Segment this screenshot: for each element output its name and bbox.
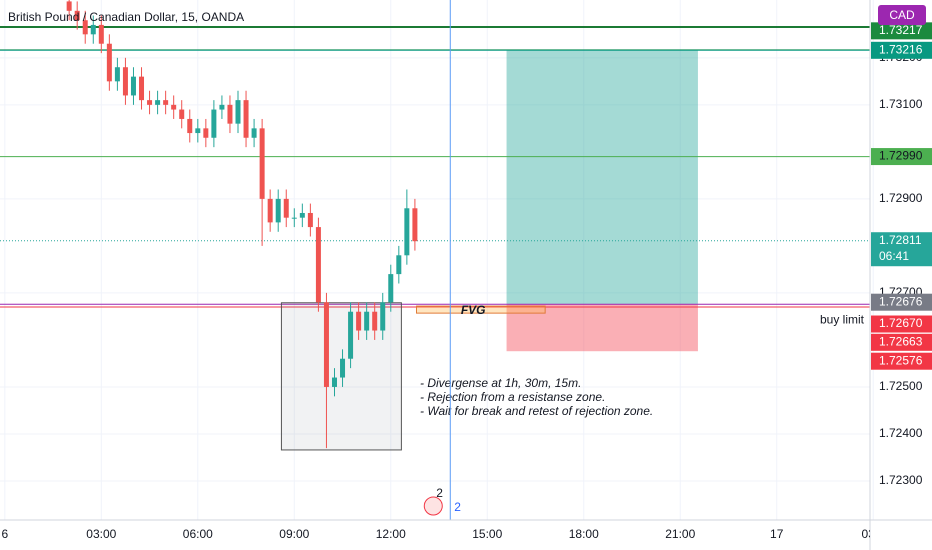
candle-body — [364, 311, 370, 331]
y-tick-label: 1.72900 — [879, 191, 923, 205]
candle-body — [106, 43, 112, 82]
marks: FVG - Divergense at 1h, 30m, 15m.- Reject… — [0, 0, 870, 520]
candle-body — [98, 24, 104, 44]
price-tag — [871, 41, 932, 59]
x-tick-label: 15:00 — [472, 527, 502, 541]
candle-body — [74, 10, 80, 21]
x-tick-label: 09:00 — [279, 527, 309, 541]
candle-body — [404, 208, 410, 256]
candle-body — [275, 198, 281, 223]
x-tick-label: 06:00 — [183, 527, 213, 541]
candle-body — [114, 67, 120, 82]
price-tag-label: 1.72811 — [879, 233, 922, 247]
price-tag — [871, 148, 932, 166]
candle-body — [291, 217, 297, 219]
y-tick-label: 1.72500 — [879, 379, 923, 393]
candle-body — [139, 76, 145, 101]
candle-body — [267, 198, 273, 223]
price-tag — [871, 315, 932, 333]
x-tick-label: 6 — [1, 527, 8, 541]
candle-body — [187, 118, 193, 134]
candle-body — [299, 212, 305, 218]
candle-body — [235, 100, 241, 124]
x-tick-label: 03:0 — [862, 527, 886, 541]
candle-body — [380, 302, 386, 331]
currency-badge[interactable] — [878, 5, 926, 25]
candle-body — [340, 358, 346, 378]
x-tick-label: 17 — [770, 527, 784, 541]
candle-body — [396, 255, 402, 275]
x-tick-label: 21:00 — [665, 527, 695, 541]
price-tag — [871, 22, 932, 40]
candle-body — [251, 128, 257, 138]
price-tag — [871, 232, 932, 267]
note-line: - Rejection from a resistanse zone. — [420, 390, 605, 404]
candle-body — [315, 227, 321, 303]
grid — [0, 0, 874, 520]
candle-body — [82, 20, 88, 35]
candle-body — [219, 104, 225, 110]
candle-body — [356, 311, 362, 331]
price-tag-label: 1.72670 — [879, 316, 923, 330]
y-tick-label: 1.72400 — [879, 426, 923, 440]
chart-title: British Pound / Canadian Dollar, 15, OAN… — [8, 10, 244, 24]
candle-body — [179, 109, 185, 119]
x-tick-label: 03:00 — [86, 527, 116, 541]
price-tag-label: 1.73217 — [879, 23, 923, 37]
candle-body — [155, 100, 161, 105]
price-tag-label: 1.73216 — [879, 42, 923, 56]
price-tag-countdown: 06:41 — [879, 249, 909, 263]
y-tick-label: 1.73100 — [879, 97, 923, 111]
candle-body — [243, 100, 249, 138]
price-tag-label: 1.72990 — [879, 149, 923, 163]
price-tag-label: 1.72663 — [879, 334, 923, 348]
candle-body — [283, 198, 289, 218]
fvg-box — [416, 305, 546, 314]
fvg-label: FVG — [461, 303, 486, 317]
candle-body — [130, 76, 136, 96]
price-tag — [871, 352, 932, 370]
candle-body — [122, 67, 128, 96]
candle-body — [66, 1, 72, 11]
event-icon — [423, 496, 443, 516]
note-line: - Divergense at 1h, 30m, 15m. — [420, 376, 581, 390]
take-profit-zone — [506, 50, 698, 305]
candle-body — [90, 24, 96, 35]
x-ticks: 6 03:00 06:00 09:00 12:00 15:00 18:00 21:00 17 03… — [1, 527, 886, 541]
candle-body — [323, 302, 329, 387]
candle-body — [372, 311, 378, 331]
candle-body — [412, 208, 418, 242]
candle-body — [171, 104, 177, 110]
price-tag — [871, 333, 932, 351]
currency-label: CAD — [889, 8, 915, 22]
candle-body — [259, 128, 265, 199]
candle-body — [195, 128, 201, 134]
candle-body — [203, 128, 209, 138]
price-tag — [871, 293, 932, 311]
candle-body — [147, 100, 153, 105]
candle-body — [348, 311, 354, 359]
price-tag-label: 1.72576 — [879, 353, 923, 367]
order-label: buy limit — [820, 312, 865, 326]
candle-body — [307, 212, 313, 228]
note-line: - Wait for break and retest of rejection… — [420, 404, 653, 418]
candle-body — [388, 274, 394, 303]
candle-body — [163, 100, 169, 105]
axes: 1.723001.724001.725001.727001.729001.731… — [1, 22, 932, 541]
y-tick-label: 1.72300 — [879, 473, 923, 487]
stop-loss-zone — [506, 304, 698, 352]
x-tick-label: 18:00 — [569, 527, 599, 541]
candle-body — [331, 377, 337, 387]
event-count: 2 — [436, 486, 443, 500]
candle-body — [211, 109, 217, 138]
price-tag-label: 1.72676 — [879, 294, 923, 308]
cursor-label: 2 — [454, 500, 461, 514]
candle-body — [227, 104, 233, 124]
x-tick-label: 12:00 — [376, 527, 406, 541]
